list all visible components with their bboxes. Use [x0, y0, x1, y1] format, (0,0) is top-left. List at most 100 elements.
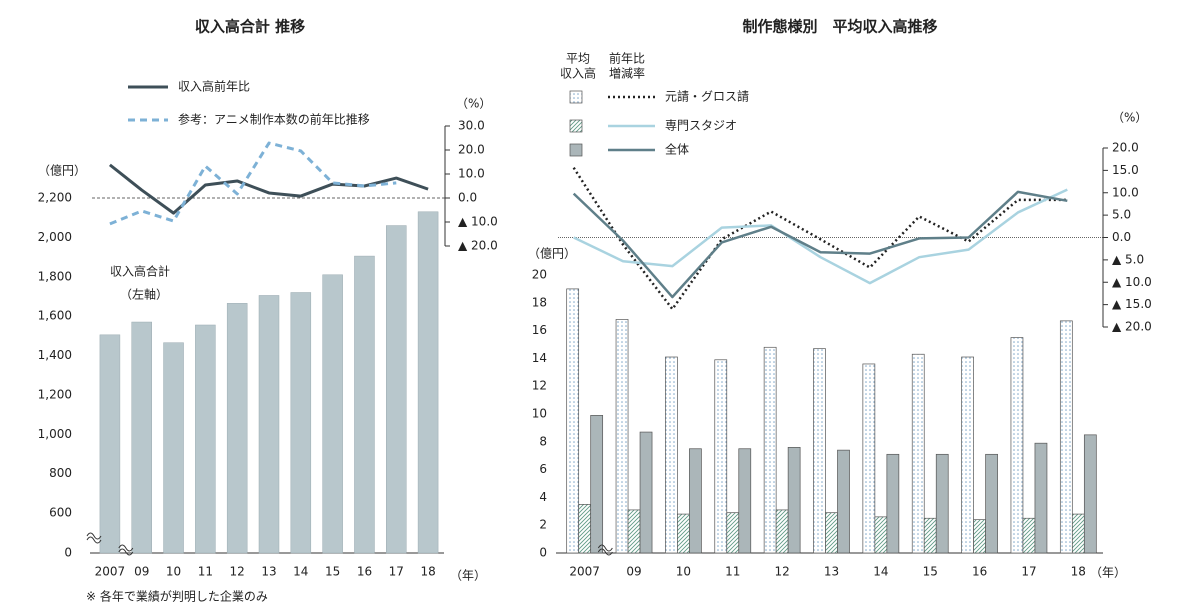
x-tick-label: 15 — [325, 565, 340, 579]
legend-label: 収入高前年比 — [178, 79, 250, 94]
bar — [714, 359, 728, 554]
x-tick-label: 10 — [676, 565, 691, 579]
bar — [961, 356, 974, 554]
y2-tick-label: 30.0 — [458, 119, 485, 133]
y2-tick-label: ▲ 20.0 — [1112, 320, 1152, 334]
y-tick-label: 2,200 — [38, 191, 72, 205]
axis-break — [86, 532, 102, 544]
y2-tick-label: ▲ 10.0 — [1112, 275, 1152, 289]
legend-swatch — [569, 143, 583, 157]
bar — [290, 292, 312, 554]
bar — [874, 516, 888, 554]
chart-title: 収入高合計 推移 — [195, 18, 305, 36]
bar — [775, 509, 789, 554]
x-tick-label: 14 — [293, 565, 308, 579]
bar — [566, 288, 580, 554]
bar — [677, 513, 690, 554]
x-tick-label: 13 — [261, 565, 276, 579]
bar — [726, 512, 740, 554]
y-tick-label: 14 — [532, 351, 547, 365]
y2-tick-label: 0.0 — [1112, 230, 1131, 244]
bar — [627, 509, 641, 554]
bar — [862, 363, 876, 554]
y2-tick-label: ▲ 10.0 — [458, 215, 498, 229]
y-tick-label: 1,600 — [38, 309, 72, 323]
y2-tick-label: 20.0 — [458, 143, 485, 157]
bar — [813, 348, 826, 554]
bar — [1034, 442, 1048, 554]
y2-axis-label: （%） — [1112, 111, 1147, 125]
legend-swatch — [569, 90, 583, 104]
bar — [935, 453, 949, 554]
bar — [590, 415, 604, 554]
y-tick-label: 20 — [532, 268, 547, 282]
line — [573, 188, 1068, 285]
y2-tick-label: 20.0 — [1112, 141, 1139, 155]
x-tick-label: 15 — [923, 565, 938, 579]
bar — [226, 303, 248, 554]
y-tick-label: 2 — [539, 518, 547, 532]
y-tick-label: 600 — [49, 506, 72, 520]
legend-header: 増減率 — [609, 66, 645, 81]
x-tick-label: 17 — [389, 565, 404, 579]
x-tick-label: 10 — [166, 565, 181, 579]
y-axis-label: （億円） — [38, 164, 86, 178]
x-tick-label: 13 — [824, 565, 839, 579]
y2-tick-label: 10.0 — [458, 167, 485, 181]
x-tick-label: 14 — [873, 565, 888, 579]
bar — [195, 324, 216, 554]
y-tick-label: 0 — [64, 546, 72, 560]
bar — [665, 356, 678, 554]
y-tick-label: 1,000 — [38, 427, 72, 441]
bar — [911, 353, 925, 554]
y-tick-label: 18 — [532, 295, 547, 309]
y-tick-label: 800 — [49, 466, 72, 480]
bar — [1022, 517, 1036, 554]
line — [109, 141, 397, 226]
chart-title: 制作態様別 平均収入高推移 — [742, 18, 937, 36]
x-tick-label: 18 — [1071, 565, 1086, 579]
bar — [258, 295, 280, 554]
bar — [386, 225, 407, 554]
bar — [1059, 320, 1073, 554]
x-tick-label: 12 — [774, 565, 789, 579]
bar — [322, 274, 343, 554]
line — [572, 190, 1068, 299]
bar — [689, 448, 702, 554]
bar — [615, 319, 629, 554]
y-tick-label: 16 — [532, 323, 547, 337]
axis-break — [118, 544, 134, 556]
y2-tick-label: ▲ 15.0 — [1112, 297, 1152, 311]
bar — [886, 453, 900, 554]
y-tick-label: 0 — [539, 546, 547, 560]
x-tick-label: 12 — [230, 565, 245, 579]
x-tick-label: 16 — [972, 565, 987, 579]
legend-header: 前年比 — [609, 51, 645, 66]
x-axis-label: （年） — [450, 569, 486, 583]
bar — [837, 449, 850, 554]
x-tick-label: 16 — [357, 565, 372, 579]
bar — [973, 519, 986, 554]
axis-break — [597, 544, 613, 556]
y2-axis-label: （%） — [456, 97, 491, 111]
legend-header: 収入高 — [560, 66, 596, 81]
x-axis-label: （年） — [1090, 566, 1126, 580]
y-tick-label: 8 — [539, 434, 547, 448]
bar — [639, 431, 653, 554]
bar — [985, 453, 998, 554]
bar-label-note: （左軸） — [120, 287, 168, 302]
x-tick-label: 11 — [198, 565, 213, 579]
y-tick-label: 6 — [539, 462, 547, 476]
x-tick-label: 09 — [626, 565, 641, 579]
y-axis-label: （億円） — [528, 247, 576, 261]
legend-label: 専門スタジオ — [665, 119, 737, 133]
bar-label: 収入高合計 — [110, 264, 170, 279]
y2-tick-label: ▲ 5.0 — [1112, 252, 1144, 266]
y-tick-label: 1,400 — [38, 348, 72, 362]
x-tick-label: 2007 — [95, 565, 126, 579]
bar — [417, 211, 439, 554]
bar — [163, 342, 184, 554]
bar — [578, 504, 592, 554]
x-tick-label: 17 — [1021, 565, 1036, 579]
